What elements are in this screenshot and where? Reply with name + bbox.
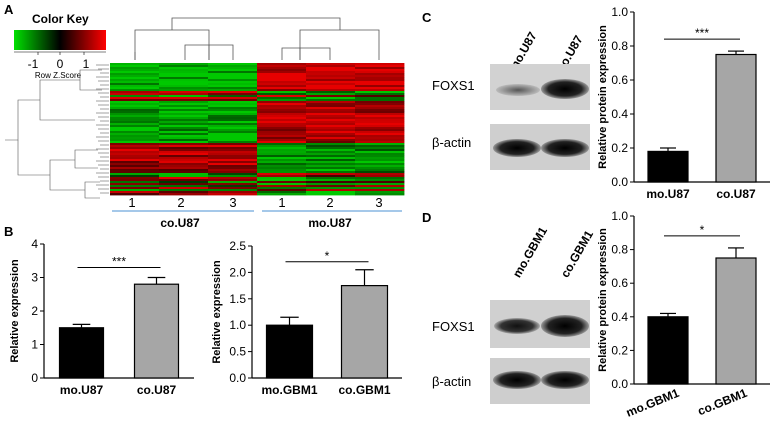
- heatmap-panel: Color Key -1 0 1 Row Z.Score 1 2 3 1 2 3…: [5, 12, 405, 230]
- x-tick-label: mo.U87: [646, 187, 690, 201]
- bar-mo.GBM1: [265, 324, 314, 379]
- bar-mo.U87: [58, 327, 105, 379]
- column-number: 1: [278, 195, 285, 210]
- bar-co.GBM1: [340, 284, 389, 379]
- y-tick-label: 2.0: [229, 265, 246, 279]
- panel-letter-c: C: [422, 10, 432, 25]
- row-dendrogram: [5, 69, 102, 199]
- column-number: 3: [229, 195, 236, 210]
- bar-chart-b-right: 0.0 0.5 1.0 1.5 2.0 2.5 Relative expression mo.…: [211, 239, 402, 397]
- bar-co.U87: [133, 283, 180, 379]
- y-tick-label: 0.2: [611, 141, 628, 155]
- significance-label: ***: [112, 255, 126, 269]
- x-tick-label: co.U87: [137, 383, 177, 397]
- column-number: 1: [128, 195, 135, 210]
- y-tick-label: 1.0: [611, 209, 628, 223]
- color-key-tick: 1: [83, 57, 90, 71]
- color-key-title: Color Key: [32, 12, 89, 26]
- y-tick-label: 1.0: [229, 318, 246, 332]
- color-key-tick: 0: [57, 57, 64, 71]
- panel-letter-b: B: [4, 224, 14, 239]
- x-tick-label: co.GBM1: [338, 383, 390, 397]
- y-tick-label: 4: [31, 237, 38, 251]
- y-axis-label: Relative protein expression: [597, 25, 609, 169]
- panel-letter-a: A: [4, 2, 14, 17]
- group-label-co-u87: co.U87: [160, 216, 200, 230]
- column-number: 3: [375, 195, 382, 210]
- bar-chart-b-left: 0 1 2 3 4 Relative expression mo.U87 co.U87 ***: [9, 237, 194, 397]
- blot-row-label: β-actin: [432, 135, 472, 150]
- y-tick-label: 2.5: [229, 239, 246, 253]
- color-key-tick: -1: [28, 57, 39, 71]
- column-dendrogram: [134, 17, 380, 60]
- significance-label: *: [700, 223, 705, 237]
- y-tick-label: 1: [31, 338, 38, 352]
- y-tick-label: 0.4: [611, 107, 628, 121]
- y-tick-label: 0.0: [229, 371, 246, 385]
- y-axis-label: Relative protein expression: [597, 228, 609, 372]
- column-number: 2: [177, 195, 184, 210]
- blot-row-label: FOXS1: [432, 78, 475, 93]
- y-tick-label: 3: [31, 271, 38, 285]
- y-tick-label: 2: [31, 304, 38, 318]
- bar-co.U87: [715, 53, 757, 183]
- y-tick-label: 0.2: [611, 343, 628, 357]
- significance-label: *: [325, 249, 330, 263]
- y-tick-label: 0: [31, 371, 38, 385]
- blot-lane-label: co.GBM1: [557, 227, 597, 280]
- bar-co.GBM1: [715, 257, 757, 385]
- y-tick-label: 0.4: [611, 310, 628, 324]
- y-tick-label: 0.6: [611, 276, 628, 290]
- panel-letter-d: D: [422, 210, 432, 225]
- y-tick-label: 0.5: [229, 345, 246, 359]
- western-blot-c: mo.U87 co.U87 FOXS1 β-actin: [430, 28, 590, 178]
- blot-lane-label: mo.GBM1: [509, 224, 551, 280]
- blot-image: [490, 300, 590, 404]
- y-tick-label: 0.6: [611, 73, 628, 87]
- x-tick-label: co.U87: [716, 187, 756, 201]
- y-tick-label: 0.0: [611, 377, 628, 391]
- y-tick-label: 1.0: [611, 5, 628, 19]
- group-label-mo-u87: mo.U87: [308, 216, 352, 230]
- y-tick-label: 1.5: [229, 292, 246, 306]
- heatmap-grid: [110, 63, 405, 196]
- x-tick-label: co.GBM1: [696, 386, 750, 419]
- x-tick-label: mo.GBM1: [624, 386, 681, 420]
- blot-row-label: β-actin: [432, 374, 472, 389]
- y-tick-label: 0.0: [611, 175, 628, 189]
- blot-image: [490, 64, 590, 170]
- y-axis-label: Relative expression: [211, 260, 223, 364]
- bar-mo.U87: [647, 150, 689, 183]
- significance-label: ***: [695, 26, 709, 40]
- bar-mo.GBM1: [647, 316, 689, 385]
- y-tick-label: 0.8: [611, 243, 628, 257]
- x-tick-label: mo.GBM1: [261, 383, 317, 397]
- color-key-label: Row Z.Score: [35, 71, 82, 80]
- y-axis-label: Relative expression: [9, 259, 21, 363]
- blot-row-label: FOXS1: [432, 319, 475, 334]
- y-tick-label: 0.8: [611, 39, 628, 53]
- color-key-bar: [14, 30, 106, 50]
- column-number: 2: [326, 195, 333, 210]
- x-tick-label: mo.U87: [60, 383, 104, 397]
- western-blot-d: mo.GBM1 co.GBM1 FOXS1 β-actin: [430, 224, 596, 410]
